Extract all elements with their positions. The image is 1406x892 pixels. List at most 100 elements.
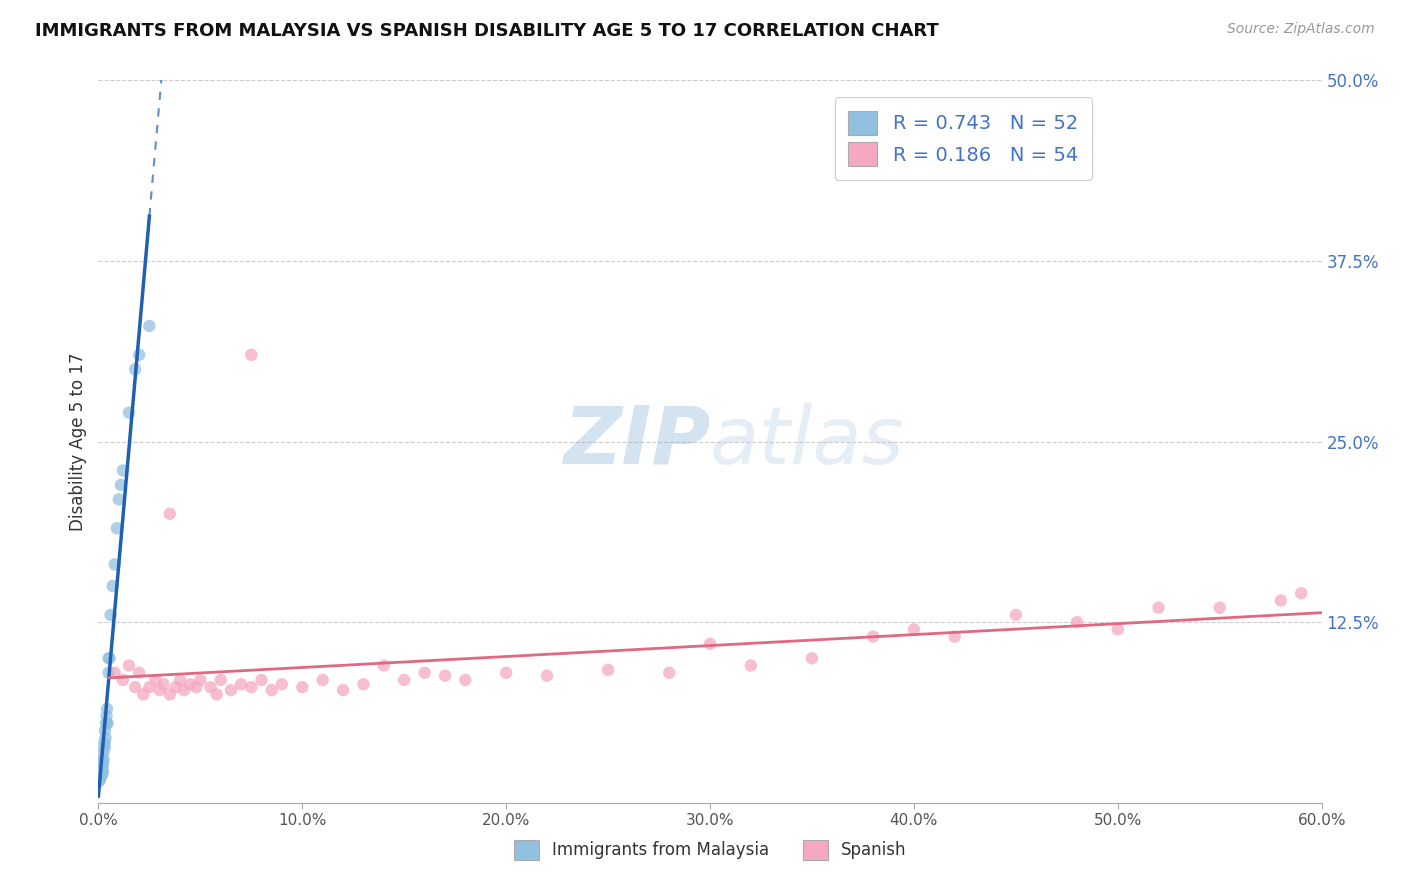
Point xyxy=(250,673,273,687)
Point xyxy=(188,673,212,687)
Y-axis label: Disability Age 5 to 17: Disability Age 5 to 17 xyxy=(69,352,87,531)
Point xyxy=(270,677,294,691)
Point xyxy=(91,760,114,774)
Text: IMMIGRANTS FROM MALAYSIA VS SPANISH DISABILITY AGE 5 TO 17 CORRELATION CHART: IMMIGRANTS FROM MALAYSIA VS SPANISH DISA… xyxy=(35,22,939,40)
Point xyxy=(740,658,762,673)
Point xyxy=(104,665,127,680)
Point xyxy=(1107,623,1129,637)
Point xyxy=(862,630,884,644)
Point xyxy=(179,677,201,691)
Point xyxy=(93,735,115,749)
Text: atlas: atlas xyxy=(710,402,905,481)
Point xyxy=(118,658,141,673)
Point xyxy=(658,665,681,680)
Point xyxy=(1066,615,1088,630)
Point xyxy=(89,770,111,784)
Point xyxy=(108,492,131,507)
Point xyxy=(89,767,111,781)
Point xyxy=(94,731,117,745)
Point xyxy=(91,760,114,774)
Point xyxy=(219,683,242,698)
Point xyxy=(87,767,110,781)
Point xyxy=(240,348,263,362)
Point xyxy=(132,687,155,701)
Point xyxy=(1209,600,1232,615)
Point xyxy=(93,752,115,766)
Point xyxy=(598,663,620,677)
Point xyxy=(90,764,112,778)
Point xyxy=(110,478,132,492)
Point xyxy=(231,677,253,691)
Point xyxy=(96,716,118,731)
Point xyxy=(96,702,118,716)
Point xyxy=(1291,586,1313,600)
Point xyxy=(138,318,160,333)
Point xyxy=(173,683,195,698)
Point xyxy=(413,665,436,680)
Point xyxy=(89,764,111,778)
Point xyxy=(124,362,146,376)
Point xyxy=(159,507,181,521)
Point xyxy=(205,687,228,701)
Point xyxy=(903,623,925,637)
Point xyxy=(312,673,335,687)
Point xyxy=(699,637,721,651)
Point xyxy=(159,687,181,701)
Point xyxy=(186,680,208,694)
Point xyxy=(96,709,118,723)
Point xyxy=(89,767,111,781)
Point xyxy=(149,683,172,698)
Point xyxy=(260,683,283,698)
Point xyxy=(124,680,146,694)
Text: Source: ZipAtlas.com: Source: ZipAtlas.com xyxy=(1227,22,1375,37)
Point xyxy=(291,680,314,694)
Point xyxy=(392,673,416,687)
Point xyxy=(240,680,263,694)
Point xyxy=(118,406,141,420)
Point xyxy=(100,607,122,622)
Point xyxy=(91,767,114,781)
Point xyxy=(104,558,127,572)
Point xyxy=(90,756,112,770)
Point xyxy=(373,658,395,673)
Point xyxy=(1147,600,1170,615)
Point xyxy=(90,767,112,781)
Point xyxy=(1004,607,1026,622)
Point xyxy=(145,673,167,687)
Point xyxy=(90,767,112,781)
Point xyxy=(1270,593,1292,607)
Point xyxy=(93,745,115,759)
Point xyxy=(200,680,222,694)
Point xyxy=(97,665,120,680)
Text: ZIP: ZIP xyxy=(562,402,710,481)
Point xyxy=(96,716,118,731)
Point xyxy=(89,767,111,781)
Point xyxy=(169,673,191,687)
Point xyxy=(90,764,112,778)
Point xyxy=(105,521,128,535)
Point xyxy=(89,764,111,778)
Point xyxy=(165,680,187,694)
Point xyxy=(943,630,966,644)
Point xyxy=(111,673,134,687)
Point xyxy=(138,680,160,694)
Point xyxy=(97,716,120,731)
Point xyxy=(332,683,354,698)
Point xyxy=(93,740,115,755)
Point xyxy=(91,752,114,766)
Point xyxy=(97,651,120,665)
Point xyxy=(128,348,150,362)
Point xyxy=(98,651,121,665)
Point xyxy=(90,760,112,774)
Point xyxy=(91,756,114,770)
Point xyxy=(801,651,824,665)
Point xyxy=(128,665,150,680)
Point xyxy=(352,677,374,691)
Point xyxy=(89,770,111,784)
Legend: Immigrants from Malaysia, Spanish: Immigrants from Malaysia, Spanish xyxy=(508,833,912,867)
Point xyxy=(90,764,112,778)
Point xyxy=(93,738,115,752)
Point xyxy=(454,673,477,687)
Point xyxy=(152,677,174,691)
Point xyxy=(111,463,134,477)
